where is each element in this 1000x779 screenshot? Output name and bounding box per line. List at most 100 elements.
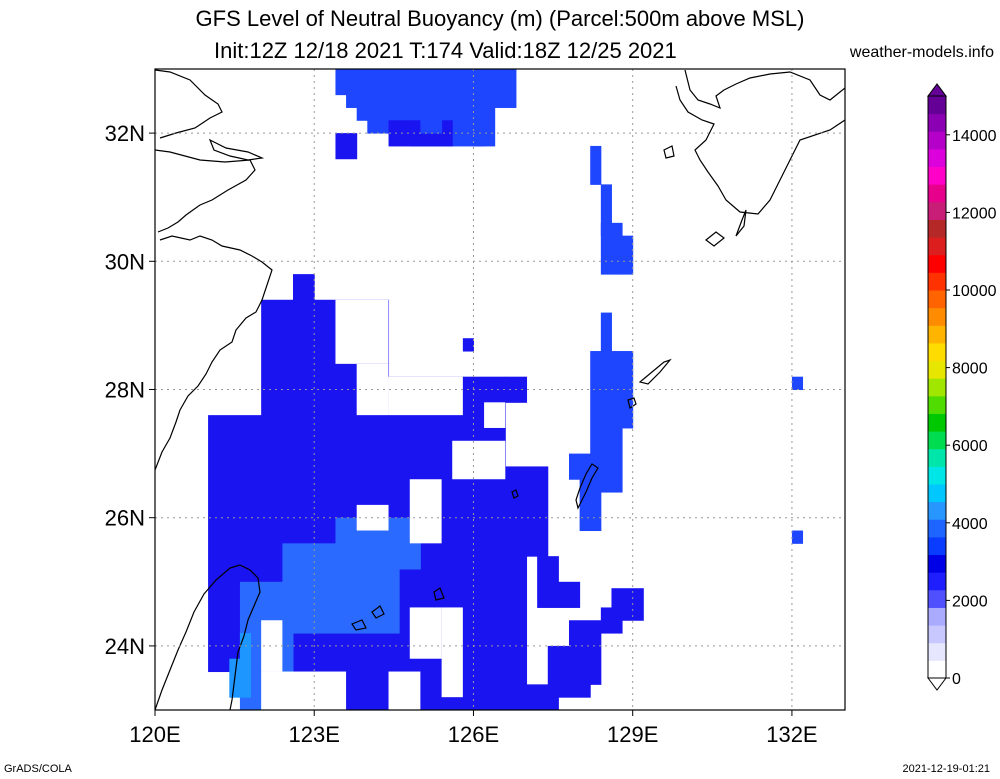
field-cell	[229, 658, 252, 698]
field-cell	[335, 133, 358, 160]
shanghai-estuary	[208, 138, 265, 161]
lat-tick-label: 26N	[105, 506, 145, 531]
field-cell	[335, 69, 358, 96]
lon-tick-label: 123E	[289, 722, 340, 747]
colorbar-label: 2000	[952, 593, 988, 610]
field-cell	[622, 235, 634, 275]
goto-island	[663, 145, 675, 159]
colorbar-segment	[928, 360, 946, 379]
lon-tick-label: 129E	[607, 722, 658, 747]
colorbar-segment	[928, 395, 946, 414]
colorbar-frame	[927, 95, 947, 679]
field-cell	[579, 479, 602, 532]
colorbar-segment	[928, 131, 946, 150]
colorbar-segment	[928, 554, 946, 573]
colorbar-label: 0	[952, 671, 961, 688]
colorbar-segment	[928, 201, 946, 220]
field-cell	[569, 453, 591, 480]
graticule	[155, 69, 845, 710]
colorbar-label: 6000	[952, 438, 988, 455]
colorbar-segment	[928, 166, 946, 185]
colorbar-label: 4000	[952, 516, 988, 533]
field-cell	[611, 588, 644, 621]
colorbar-segment	[928, 484, 946, 503]
field-gap	[261, 671, 347, 710]
colorbar-segment	[928, 501, 946, 520]
lat-tick-label: 28N	[105, 378, 145, 403]
small-island	[511, 489, 519, 499]
colorbar-segment	[928, 413, 946, 432]
field-gap	[484, 402, 506, 428]
colorbar-label: 12000	[952, 205, 997, 222]
colorbar-segment	[928, 607, 946, 626]
china-coastline	[155, 69, 273, 471]
colorbar-segment	[928, 660, 946, 679]
colorbar-segment	[928, 148, 946, 168]
amami-island	[638, 358, 672, 385]
colorbar-segment	[928, 466, 946, 485]
colorbar-segment	[928, 96, 946, 115]
field-gap	[388, 376, 463, 416]
field-cell	[791, 530, 804, 544]
field-cell	[505, 466, 549, 557]
small-island	[351, 619, 367, 631]
title-line-2: Init:12Z 12/18 2021 T:174 Valid:18Z 12/2…	[214, 38, 677, 63]
buoyancy-field	[208, 69, 804, 710]
colorbar-label: 10000	[952, 283, 997, 300]
taiwan-coastline	[155, 564, 261, 710]
field-cell	[569, 620, 602, 685]
colorbar-segment	[928, 572, 946, 591]
colorbar-segment	[928, 272, 946, 291]
colorbar-segment	[928, 219, 946, 238]
field-gap	[261, 620, 283, 672]
colorbar-bottom-cap	[927, 677, 947, 691]
field-gap	[452, 440, 506, 480]
field-gap	[409, 479, 442, 544]
tanegashima-island	[735, 209, 747, 237]
field-cell	[558, 581, 581, 608]
colorbar-segment	[928, 625, 946, 644]
colorbar-segment	[928, 519, 946, 538]
coastlines	[155, 69, 845, 710]
okinawa-island	[575, 463, 599, 510]
small-island	[433, 587, 445, 601]
title-line-1: GFS Level of Neutral Buoyancy (m) (Parce…	[195, 6, 805, 31]
lat-tick-label: 32N	[105, 121, 145, 146]
colorbar-segment	[928, 448, 946, 467]
field-gap	[526, 415, 548, 428]
colorbar-label: 8000	[952, 361, 988, 378]
colorbar-label: 14000	[952, 128, 997, 145]
colorbar-segment	[928, 184, 946, 203]
axis-ticks: 120E 123E 126E 129E 132E 24N 26N 28N 30N 32N	[105, 121, 818, 747]
colorbar-top-cap	[927, 83, 947, 97]
field-cell	[462, 338, 474, 352]
colorbar-segment	[928, 642, 946, 661]
field-cell	[600, 312, 612, 365]
field-cell	[791, 376, 804, 390]
field-gap	[409, 607, 442, 659]
site-name: weather-models.info	[849, 44, 994, 61]
colorbar-segment	[928, 307, 946, 326]
field-cell	[600, 222, 623, 275]
colorbar-segment	[928, 536, 946, 556]
field-cell	[293, 274, 315, 314]
colorbar-segment	[928, 237, 946, 256]
colorbar-segment	[928, 254, 946, 273]
field-cell	[590, 145, 602, 185]
field-cell	[600, 184, 612, 237]
lon-tick-label: 126E	[448, 722, 499, 747]
colorbar-segment	[928, 378, 946, 397]
field-gap	[335, 299, 389, 364]
kyushu-coastline	[675, 69, 845, 215]
small-island	[627, 397, 637, 409]
footer-timestamp: 2021-12-19-01:21	[902, 763, 990, 775]
lon-tick-label: 132E	[766, 722, 817, 747]
small-island	[371, 605, 385, 619]
colorbar-segment	[928, 589, 946, 608]
colorbar-segment	[928, 431, 946, 450]
colorbar-segment	[928, 325, 946, 344]
colorbar: 0 2000 4000 6000 8000 10000 12000 14000	[927, 83, 997, 691]
lat-tick-label: 24N	[105, 634, 145, 659]
field-cell	[462, 543, 528, 710]
